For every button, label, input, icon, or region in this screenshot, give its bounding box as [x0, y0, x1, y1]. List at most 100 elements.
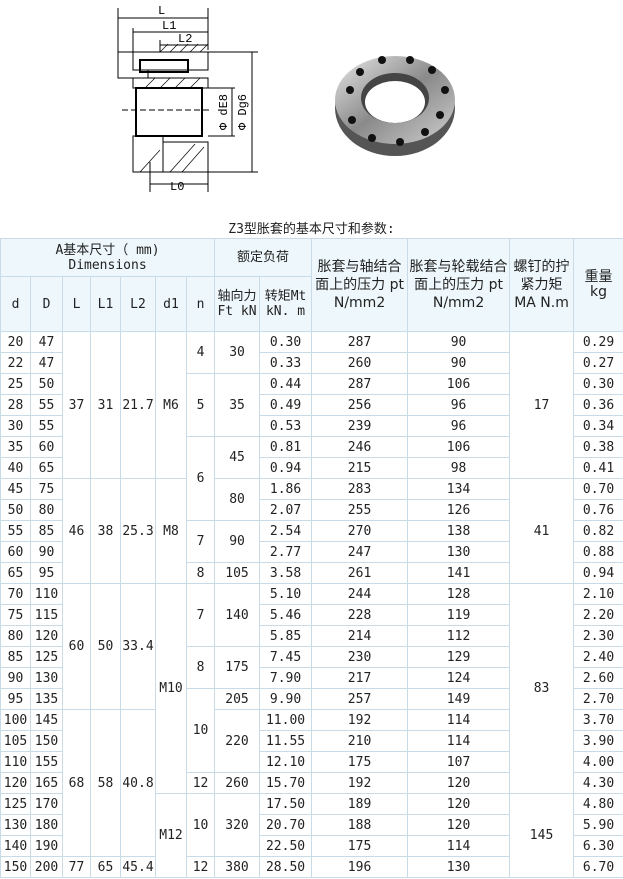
header-col-0: d [0, 276, 31, 332]
cell-pt-hub: 126 [407, 499, 511, 521]
cell-l1: 31 [90, 331, 121, 479]
cell-d: 50 [30, 373, 63, 395]
cell-ft: 45 [214, 436, 261, 479]
cell-d: 125 [30, 646, 63, 668]
cell-d: 95 [30, 562, 63, 584]
cell-l2: 25.3 [120, 478, 156, 584]
table-caption: Z3型胀套的基本尺寸和参数: [228, 222, 395, 237]
cell-d: 130 [0, 814, 31, 836]
cell-pt-shaft: 196 [311, 856, 409, 878]
cell-d: 140 [0, 835, 31, 857]
cell-kg: 5.90 [573, 814, 623, 836]
cell-n: 10 [185, 793, 216, 857]
cell-kg: 0.27 [573, 352, 623, 374]
cell-kg: 2.60 [573, 667, 623, 689]
header-dimensions-en: Dimensions [68, 257, 147, 273]
header-rated-load: 额定负荷 [214, 238, 313, 277]
cell-d: 135 [30, 688, 63, 710]
cell-mt: 11.55 [259, 730, 313, 752]
cell-kg: 0.38 [573, 436, 623, 458]
cell-mt: 2.54 [259, 520, 313, 542]
cell-d: 150 [0, 856, 31, 878]
cell-d: 22 [0, 352, 31, 374]
cell-pt-shaft: 230 [311, 646, 409, 668]
cell-mt: 0.33 [259, 352, 313, 374]
cell-pt-shaft: 239 [311, 415, 409, 437]
cell-kg: 0.70 [573, 478, 623, 500]
cell-pt-shaft: 247 [311, 541, 409, 563]
cell-d1: M12 [155, 793, 187, 878]
cell-mt: 2.77 [259, 541, 313, 563]
cell-mt: 3.58 [259, 562, 313, 584]
cell-kg: 0.94 [573, 562, 623, 584]
cell-d: 55 [0, 520, 31, 542]
cell-kg: 2.40 [573, 646, 623, 668]
cell-l1: 50 [90, 583, 121, 710]
cell-d: 100 [0, 709, 31, 731]
cell-l: 46 [62, 478, 91, 584]
cell-pt-hub: 98 [407, 457, 511, 479]
cell-d: 130 [30, 667, 63, 689]
cross-section-drawing: L L1 L2 L0 Φ dE8 Φ Dg6 [117, 4, 258, 194]
cell-mt: 0.53 [259, 415, 313, 437]
cell-kg: 0.30 [573, 373, 623, 395]
cell-pt-hub: 96 [407, 394, 511, 416]
header-ma: 螺钉的拧紧力矩 MA N.m [509, 238, 575, 332]
table-row: 22 47 0.33 260 90 0.27 [0, 352, 623, 374]
cell-l1: 58 [90, 709, 121, 857]
cell-d: 120 [30, 625, 63, 647]
cell-mt: 22.50 [259, 835, 313, 857]
cell-pt-hub: 106 [407, 436, 511, 458]
cell-d: 90 [0, 667, 31, 689]
cell-mt: 7.45 [259, 646, 313, 668]
cell-mt: 0.44 [259, 373, 313, 395]
cell-l2: 45.4 [120, 856, 156, 878]
header-col-8: 转矩Mt kN. m [259, 276, 313, 332]
cell-pt-shaft: 215 [311, 457, 409, 479]
cell-kg: 2.10 [573, 583, 623, 605]
cell-ft: 35 [214, 373, 261, 437]
cell-kg: 2.70 [573, 688, 623, 710]
cell-ft: 30 [214, 331, 261, 374]
cell-ft: 90 [214, 520, 261, 563]
cell-mt: 0.49 [259, 394, 313, 416]
cell-d: 65 [0, 562, 31, 584]
table-row: 70 110 60 50 33.4 M10 7 140 5.10 244 128 83 2.10 [0, 583, 623, 794]
cell-pt-hub: 128 [407, 583, 511, 605]
cell-pt-hub: 90 [407, 352, 511, 374]
header-pt-shaft: 胀套与轴结合面上的压力 pt N/mm2 [311, 238, 409, 332]
cell-d1: M8 [155, 478, 187, 584]
cell-pt-hub: 141 [407, 562, 511, 584]
table-row: 95 135 10 205 9.90 257 149 2.70 [0, 688, 623, 773]
cell-pt-hub: 114 [407, 835, 511, 857]
table-row: 35 60 6 45 0.81 246 106 0.38 [0, 436, 623, 521]
cell-ma: 41 [509, 478, 575, 584]
table-row: 150 200 77 65 45.4 12 380 28.50 196 130 6.70 [0, 856, 623, 878]
cell-d: 180 [30, 814, 63, 836]
table-row: 125 170 M12 10 320 17.50 189 120 145 4.80 [0, 793, 623, 878]
cell-kg: 0.34 [573, 415, 623, 437]
cell-ft: 220 [214, 709, 261, 773]
cell-pt-shaft: 188 [311, 814, 409, 836]
header-col-1: D [30, 276, 63, 332]
cell-kg: 2.20 [573, 604, 623, 626]
table-row: 100 145 68 58 40.8 220 11.00 192 114 3.70 [0, 709, 623, 857]
cell-mt: 28.50 [259, 856, 313, 878]
cell-pt-hub: 130 [407, 856, 511, 878]
cell-d: 120 [0, 772, 31, 794]
table-row: 130 180 20.70 188 120 5.90 [0, 814, 623, 836]
cell-ft: 380 [214, 856, 261, 878]
cell-pt-hub: 130 [407, 541, 511, 563]
cell-d: 75 [0, 604, 31, 626]
cell-d: 25 [0, 373, 31, 395]
cell-d: 60 [30, 436, 63, 458]
cell-mt: 12.10 [259, 751, 313, 773]
cell-mt: 20.70 [259, 814, 313, 836]
cell-n: 8 [185, 646, 216, 689]
cell-pt-hub: 114 [407, 730, 511, 752]
cell-d: 85 [0, 646, 31, 668]
header-col-3: L1 [90, 276, 121, 332]
cell-pt-hub: 90 [407, 331, 511, 353]
cell-d: 55 [30, 394, 63, 416]
cell-d: 105 [0, 730, 31, 752]
